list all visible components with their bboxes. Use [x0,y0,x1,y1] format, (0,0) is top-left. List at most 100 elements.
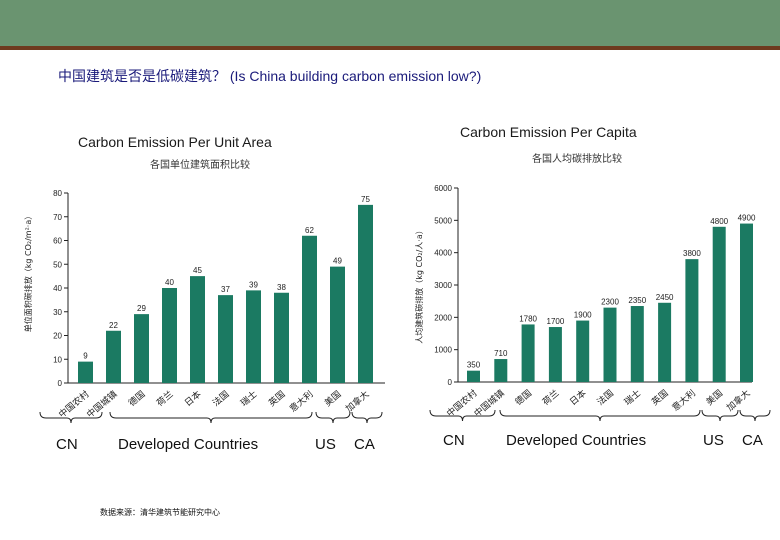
left-category-label-3: 德国 [126,388,148,409]
left-data-label-4: 40 [165,278,174,287]
left-chart-title: Carbon Emission Per Unit Area [78,134,272,150]
right-data-label-2: 710 [494,349,508,358]
right-bar-1 [467,370,480,382]
right-category-label-7: 瑞士 [622,387,644,408]
left-y-tick-label: 0 [58,379,63,388]
right-group-brace-4 [739,409,771,422]
left-category-label-4: 荷兰 [154,388,176,409]
right-data-label-7: 2350 [628,296,646,305]
right-bar-3 [521,324,535,382]
left-data-label-6: 37 [221,285,230,294]
slide-title: 中国建筑是否是低碳建筑？ (Is China building carbon e… [58,68,482,84]
left-y-tick-label: 60 [53,237,62,246]
right-category-label-5: 日本 [567,387,589,408]
right-y-tick-label: 3000 [434,281,452,290]
left-y-tick-label: 10 [53,355,62,364]
right-bar-9 [685,259,699,382]
left-category-label-5: 日本 [182,388,204,409]
right-y-tick-label: 2000 [434,313,452,322]
right-category-label-9: 意大利 [669,387,697,414]
right-chart-title: Carbon Emission Per Capita [460,124,637,140]
left-data-label-11: 75 [361,195,370,204]
right-category-label-6: 法国 [594,387,616,408]
right-y-tick-label: 1000 [434,346,452,355]
right-bar-2 [494,359,508,382]
left-category-label-1: 中国农村 [56,388,91,420]
right-data-label-4: 1700 [547,317,565,326]
right-category-label-11: 加拿大 [724,387,752,414]
right-bar-5 [576,320,590,382]
left-group-label-developed: Developed Countries [118,436,259,453]
left-category-label-8: 英国 [266,388,288,409]
left-y-tick-label: 80 [53,189,62,198]
left-data-label-1: 9 [83,352,88,361]
right-group-brace-1 [429,409,496,422]
left-y-tick-label: 20 [53,332,62,341]
right-category-label-10: 美国 [704,387,726,408]
left-y-tick-label: 30 [53,308,62,317]
left-y-tick-label: 70 [53,213,62,222]
left-y-tick-label: 40 [53,284,62,293]
right-group-label-developed: Developed Countries [506,432,647,449]
right-group-label-cn: CN [443,432,465,449]
left-bar-6 [218,295,233,383]
left-bar-9 [302,235,317,383]
right-group-label-us: US [703,432,724,449]
left-bar-7 [246,290,261,383]
left-group-brace-1 [39,411,103,424]
left-data-label-2: 22 [109,321,118,330]
source-note: 数据来源：清华建筑节能研究中心 [100,508,220,517]
right-data-label-3: 1780 [519,314,537,323]
left-bar-8 [274,292,289,383]
left-data-label-3: 29 [137,304,146,313]
left-data-label-9: 62 [305,226,314,235]
right-bar-7 [630,306,644,382]
left-bar-10 [330,266,345,383]
right-bar-10 [712,226,726,382]
left-y-axis-label: 单位面积碳排放（kg CO₂/m²·a） [23,212,33,332]
right-group-brace-2 [499,409,701,422]
left-data-label-5: 45 [193,266,202,275]
right-category-label-8: 英国 [649,387,671,408]
right-bar-8 [658,302,672,382]
left-bar-5 [190,276,205,383]
left-data-label-10: 49 [333,257,342,266]
top-banner [0,0,780,46]
right-data-label-6: 2300 [601,298,619,307]
right-bar-11 [740,223,753,382]
left-group-brace-4 [351,411,383,424]
left-bar-1 [78,361,93,383]
right-bar-6 [603,307,617,382]
right-y-tick-label: 4000 [434,249,452,258]
left-bar-2 [106,330,121,383]
left-bar-4 [162,288,177,383]
left-bar-3 [134,314,149,383]
right-category-label-4: 荷兰 [540,387,562,408]
left-group-label-us: US [315,436,336,453]
left-category-label-11: 加拿大 [343,388,371,415]
right-group-label-ca: CA [742,432,763,449]
right-data-label-8: 2450 [656,293,674,302]
left-y-tick-label: 50 [53,260,62,269]
left-category-label-10: 美国 [322,388,344,409]
left-group-label-ca: CA [354,436,375,453]
right-bar-4 [548,327,562,382]
left-group-brace-2 [109,411,313,424]
left-category-label-9: 意大利 [287,388,315,415]
banner-divider [0,46,780,50]
right-data-label-1: 350 [467,361,481,370]
right-category-label-3: 德国 [513,387,535,408]
right-group-brace-3 [701,409,739,422]
left-data-label-7: 39 [249,280,258,289]
right-data-label-10: 4800 [710,217,728,226]
left-bar-11 [358,204,373,383]
right-y-tick-label: 5000 [434,216,452,225]
right-y-axis-label: 人均建筑碳排放（kg CO₂/人·a） [414,226,424,343]
left-group-brace-3 [315,411,351,424]
left-data-label-8: 38 [277,283,286,292]
right-data-label-5: 1900 [574,311,592,320]
left-group-label-cn: CN [56,436,78,453]
left-chart-subtitle: 各国单位建筑面积比较 [150,160,250,171]
right-data-label-11: 4900 [738,214,756,223]
